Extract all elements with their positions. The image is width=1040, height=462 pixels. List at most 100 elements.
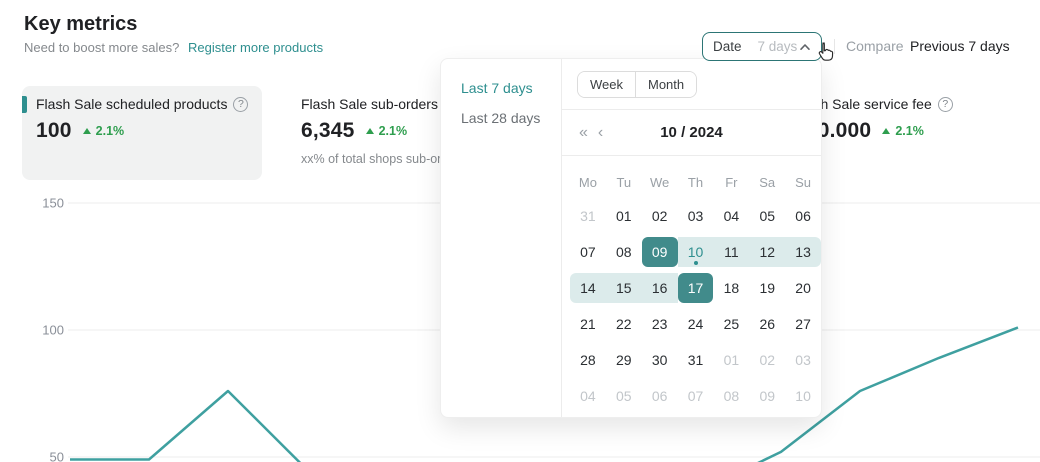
calendar-week-row: 21 22 23 24 25 26 27 — [570, 306, 821, 342]
calendar-day[interactable]: 01 — [723, 352, 740, 368]
quick-range-last-7-days[interactable]: Last 7 days — [461, 80, 533, 96]
y-axis-tick-label: 100 — [42, 323, 64, 338]
prev-year-icon[interactable]: « — [579, 123, 588, 141]
y-axis-tick-label: 150 — [42, 196, 64, 211]
arrow-up-icon — [365, 128, 374, 134]
calendar-day[interactable]: 15 — [605, 273, 642, 303]
calendar-week-row: 31 01 02 03 04 05 06 — [570, 198, 821, 234]
calendar-day[interactable]: 26 — [759, 316, 776, 332]
calendar-grid: Mo Tu We Th Fr Sa Su 31 01 02 03 04 05 06 07 08 09 10 11 1… — [562, 169, 822, 414]
calendar-day[interactable]: 19 — [759, 280, 776, 296]
calendar-day[interactable]: 11 — [713, 237, 750, 267]
compare-period-value[interactable]: Previous 7 days — [910, 38, 1010, 54]
calendar-weekday-row: Mo Tu We Th Fr Sa Su — [570, 169, 821, 195]
calendar-day[interactable]: 03 — [795, 352, 811, 368]
calendar-day[interactable]: 10 — [795, 388, 811, 404]
toggle-month-button[interactable]: Month — [635, 72, 697, 97]
date-filter-label: Date — [713, 39, 742, 54]
calendar-day[interactable]: 05 — [616, 388, 632, 404]
calendar-day[interactable]: 14 — [570, 273, 606, 303]
toggle-week-button[interactable]: Week — [578, 72, 635, 97]
change-percent: 2.1% — [895, 124, 924, 138]
calendar-day[interactable]: 25 — [723, 316, 740, 332]
calendar-week-row: 14 15 16 17 18 19 20 — [570, 270, 821, 306]
chevron-up-icon — [800, 43, 810, 50]
calendar-day[interactable]: 06 — [795, 208, 811, 224]
change-badge: 2.1% — [365, 124, 408, 138]
calendar-day[interactable]: 16 — [641, 273, 678, 303]
calendar-week-row: 04 05 06 07 08 09 10 — [570, 378, 821, 414]
card-value: 100 — [36, 119, 72, 142]
calendar-day[interactable]: 18 — [723, 280, 740, 296]
subtitle-text: Need to boost more sales? — [24, 40, 180, 55]
change-percent: 2.1% — [378, 124, 408, 138]
card-label: Flash Sale sub-orders — [301, 96, 438, 112]
calendar-day[interactable]: 10 — [677, 237, 714, 267]
card-value: 6,345 — [301, 119, 355, 142]
calendar-day[interactable]: 07 — [580, 244, 596, 260]
calendar-day[interactable]: 05 — [759, 208, 776, 224]
calendar-day[interactable]: 04 — [580, 388, 596, 404]
calendar-day[interactable]: 03 — [687, 208, 704, 224]
calendar-weekday: Tu — [616, 174, 632, 190]
separator — [562, 109, 821, 110]
register-products-link[interactable]: Register more products — [188, 40, 324, 55]
change-badge: 2.1% — [82, 124, 125, 138]
calendar-day[interactable]: 29 — [616, 352, 632, 368]
card-label: Flash Sale service fee — [794, 96, 932, 112]
calendar-day[interactable]: 24 — [687, 316, 704, 332]
arrow-up-icon — [82, 128, 91, 134]
week-month-toggle: Week Month — [577, 71, 698, 98]
quick-range-last-28-days[interactable]: Last 28 days — [461, 110, 541, 126]
calendar-day[interactable]: 21 — [580, 316, 596, 332]
calendar-weekday: Fr — [725, 174, 738, 190]
metric-card-scheduled-products[interactable]: Flash Sale scheduled products 100 2.1% — [22, 86, 262, 180]
card-label: Flash Sale scheduled products — [36, 96, 228, 112]
calendar-nav: 10 / 2024 « ‹ — [562, 110, 821, 155]
change-percent: 2.1% — [95, 124, 125, 138]
calendar-day[interactable]: 31 — [687, 352, 704, 368]
calendar-day[interactable]: 31 — [580, 208, 596, 224]
calendar-day[interactable]: 28 — [580, 352, 596, 368]
calendar-day[interactable]: 08 — [616, 244, 632, 260]
help-icon[interactable] — [937, 96, 953, 112]
calendar-day[interactable]: 27 — [795, 316, 811, 332]
calendar-day[interactable]: 20 — [795, 280, 811, 296]
date-filter-value: 7 days — [757, 39, 798, 54]
calendar-weekday: We — [650, 174, 670, 190]
calendar-day[interactable]: 02 — [759, 352, 776, 368]
calendar-day[interactable]: 09 — [641, 237, 678, 267]
calendar-day[interactable]: 30 — [651, 352, 668, 368]
calendar-day[interactable]: 01 — [616, 208, 632, 224]
calendar-panel: Week Month 10 / 2024 « ‹ Mo Tu We Th Fr Sa Su … — [562, 59, 822, 417]
calendar-weekday: Th — [687, 174, 704, 190]
calendar-day[interactable]: 04 — [723, 208, 740, 224]
page-subtitle: Need to boost more sales? Register more … — [24, 40, 323, 55]
prev-month-icon[interactable]: ‹ — [597, 123, 604, 141]
separator — [562, 155, 821, 156]
card-subtext: xx% of total shops sub-orders — [301, 152, 466, 166]
calendar-week-row: 28 29 30 31 01 02 03 — [570, 342, 821, 378]
calendar-day[interactable]: 22 — [616, 316, 632, 332]
help-icon[interactable] — [233, 96, 249, 112]
arrow-up-icon — [882, 128, 891, 134]
controls-divider — [834, 39, 835, 54]
calendar-day[interactable]: 02 — [651, 208, 668, 224]
calendar-month-label: 10 / 2024 — [660, 124, 723, 141]
calendar-day[interactable]: 09 — [759, 388, 776, 404]
calendar-day[interactable]: 12 — [749, 237, 786, 267]
calendar-day[interactable]: 08 — [723, 388, 740, 404]
calendar-day[interactable]: 17 — [677, 273, 714, 303]
calendar-day[interactable]: 13 — [785, 237, 822, 267]
quick-ranges-panel: Last 7 days Last 28 days — [441, 59, 562, 417]
y-axis-tick-label: 50 — [50, 450, 64, 462]
card-accent-bar — [22, 96, 27, 113]
change-badge: 2.1% — [882, 124, 924, 138]
date-filter-select[interactable]: Date 7 days — [702, 32, 822, 61]
calendar-day[interactable]: 06 — [651, 388, 668, 404]
calendar-weekday: Sa — [759, 174, 776, 190]
compare-label[interactable]: Compare — [846, 38, 904, 54]
calendar-day[interactable]: 23 — [651, 316, 668, 332]
calendar-day[interactable]: 07 — [687, 388, 704, 404]
